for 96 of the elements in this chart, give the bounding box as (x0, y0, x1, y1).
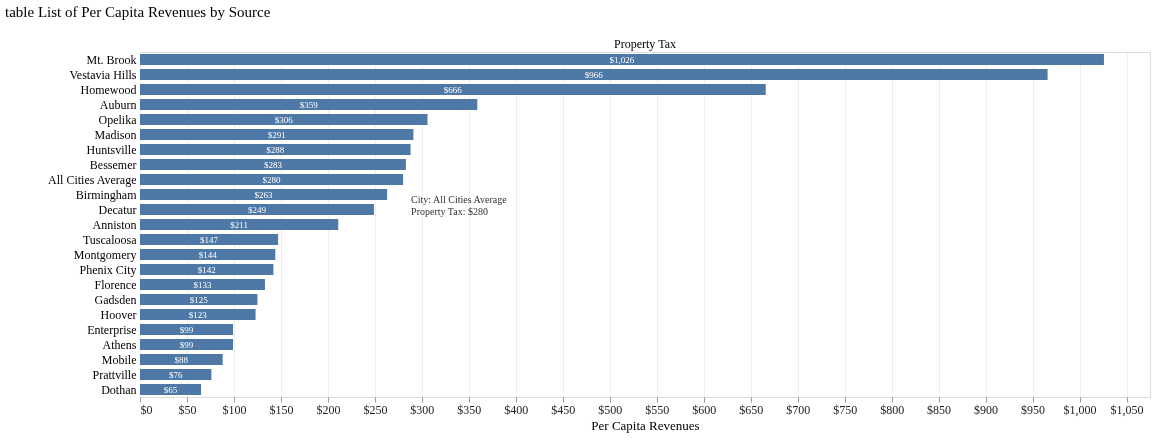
y-tick-label: All Cities Average (48, 172, 137, 187)
data-label: $280 (262, 174, 282, 185)
bar (140, 219, 339, 230)
x-tick-label: $650 (739, 402, 764, 417)
y-tick-label: Athens (102, 337, 137, 352)
bar (140, 174, 404, 185)
x-tick-label: $950 (1021, 402, 1046, 417)
data-label: $1,026 (609, 54, 635, 65)
bar (140, 69, 1048, 80)
data-label: $666 (443, 84, 463, 95)
data-label: $123 (188, 309, 208, 320)
x-tick-label: $800 (880, 402, 905, 417)
y-tick-label: Dothan (101, 382, 137, 397)
y-tick-label: Phenix City (79, 262, 137, 277)
data-label: $359 (299, 99, 319, 110)
chart-subtitle: Property Tax (614, 37, 676, 51)
data-label: $306 (274, 114, 294, 125)
x-tick-label: $450 (551, 402, 576, 417)
y-tick-label: Prattville (92, 367, 137, 382)
data-label: $142 (197, 264, 216, 275)
data-label: $65 (163, 384, 178, 395)
x-tick-label: $150 (269, 402, 294, 417)
data-label: $147 (200, 234, 219, 245)
annotation: City: All Cities Average (411, 193, 508, 205)
y-tick-label: Gadsden (94, 292, 137, 307)
bar (140, 159, 406, 170)
data-label: $99 (179, 324, 194, 335)
x-tick-label: $1,000 (1063, 402, 1097, 417)
bar (140, 129, 414, 140)
x-axis-title: Per Capita Revenues (591, 417, 700, 433)
y-tick-label: Vestavia Hills (69, 67, 137, 82)
y-tick-label: Birmingham (75, 187, 138, 202)
bar (140, 84, 766, 95)
data-label: $133 (193, 279, 212, 290)
data-label: $125 (189, 294, 209, 305)
y-tick-label: Mobile (101, 352, 137, 367)
x-tick-label: $500 (598, 402, 623, 417)
y-tick-label: Florence (94, 277, 137, 292)
annotation: Property Tax: $280 (411, 205, 488, 217)
y-tick-label: Madison (94, 127, 137, 142)
y-tick-label: Opelika (98, 112, 138, 127)
bar (140, 294, 258, 305)
bar (140, 114, 428, 125)
bar (140, 249, 276, 260)
x-tick-label: $700 (786, 402, 811, 417)
x-tick-label: $400 (504, 402, 529, 417)
y-tick-label: Bessemer (89, 157, 137, 172)
data-label: $283 (263, 159, 283, 170)
data-label: $263 (254, 189, 274, 200)
x-tick-label: $100 (222, 402, 247, 417)
y-tick-label: Huntsville (86, 142, 137, 157)
bar (140, 204, 374, 215)
x-tick-label: $350 (457, 402, 482, 417)
x-tick-label: $300 (410, 402, 435, 417)
data-label: $966 (584, 69, 604, 80)
bar (140, 144, 411, 155)
x-tick-label: $50 (178, 402, 197, 417)
data-label: $99 (179, 339, 194, 350)
chart-title: table List of Per Capita Revenues by Source (5, 4, 271, 20)
bar (140, 99, 478, 110)
x-tick-label: $850 (927, 402, 952, 417)
x-tick-label: $0 (140, 402, 153, 417)
x-tick-label: $200 (316, 402, 341, 417)
bar (140, 339, 234, 350)
x-tick-label: $1,050 (1110, 402, 1144, 417)
bar (140, 309, 256, 320)
y-tick-label: Tuscaloosa (82, 232, 138, 247)
y-tick-label: Homewood (80, 82, 137, 97)
data-label: $88 (174, 354, 189, 365)
x-tick-label: $750 (833, 402, 858, 417)
data-label: $144 (198, 249, 218, 260)
y-tick-label: Anniston (92, 217, 137, 232)
bar (140, 324, 234, 335)
data-label: $249 (247, 204, 267, 215)
y-tick-label: Auburn (99, 97, 137, 112)
bar (140, 54, 1104, 65)
x-tick-label: $550 (645, 402, 670, 417)
x-tick-label: $250 (363, 402, 388, 417)
x-tick-label: $900 (974, 402, 999, 417)
bar (140, 189, 388, 200)
y-tick-label: Decatur (98, 202, 137, 217)
bar (140, 279, 265, 290)
bar (140, 264, 274, 275)
y-tick-label: Mt. Brook (86, 52, 137, 67)
y-tick-label: Montgomery (73, 247, 137, 262)
data-label: $291 (267, 129, 286, 140)
bar (140, 354, 223, 365)
data-label: $211 (230, 219, 248, 230)
x-tick-label: $600 (692, 402, 717, 417)
y-tick-label: Enterprise (87, 322, 137, 337)
bar (140, 369, 212, 380)
y-tick-label: Hoover (100, 307, 137, 322)
bar (140, 384, 202, 395)
bar (140, 234, 279, 245)
data-label: $76 (168, 369, 183, 380)
data-label: $288 (266, 144, 285, 155)
